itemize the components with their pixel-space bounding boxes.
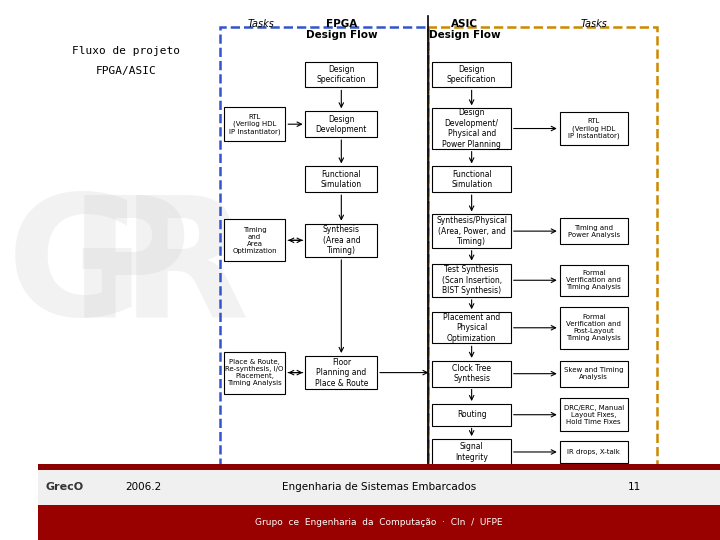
Text: Routing: Routing <box>456 410 487 419</box>
Text: Timing and
Power Analysis: Timing and Power Analysis <box>567 225 620 238</box>
Bar <box>433 264 511 297</box>
Text: Design
Specification: Design Specification <box>447 65 496 84</box>
Bar <box>224 352 285 394</box>
Text: Tasks: Tasks <box>248 19 275 29</box>
Text: GrecO: GrecO <box>46 482 84 492</box>
Text: Skew and Timing
Analysis: Skew and Timing Analysis <box>564 367 624 380</box>
Text: Timing
and
Area
Optimization: Timing and Area Optimization <box>233 227 277 254</box>
Bar <box>224 219 285 261</box>
Bar <box>37 505 720 540</box>
Text: Synthesis/Physical
(Area, Power, and
Timing): Synthesis/Physical (Area, Power, and Tim… <box>436 216 507 246</box>
Text: P: P <box>68 188 191 352</box>
Text: 2006.2: 2006.2 <box>125 482 161 492</box>
Text: Placement and
Physical
Optimization: Placement and Physical Optimization <box>443 313 500 343</box>
Bar <box>305 224 377 257</box>
Bar <box>433 62 511 87</box>
Text: Signal
Integrity: Signal Integrity <box>455 442 488 462</box>
Text: Formal
Verification and
Post-Layout
Timing Analysis: Formal Verification and Post-Layout Timi… <box>567 314 621 341</box>
Text: Test Synthesis
(Scan Insertion,
BIST Synthesis): Test Synthesis (Scan Insertion, BIST Syn… <box>441 265 502 295</box>
Bar <box>433 108 511 148</box>
Bar <box>433 404 511 426</box>
Text: Design
Development/
Physical and
Power Planning: Design Development/ Physical and Power P… <box>442 109 501 148</box>
Bar <box>433 166 511 192</box>
Text: Place & Route,
Re-synthesis, I/O
Placement,
Timing Analysis: Place & Route, Re-synthesis, I/O Placeme… <box>225 359 284 386</box>
Text: ASIC
Design Flow: ASIC Design Flow <box>429 19 500 40</box>
Bar <box>559 307 628 349</box>
Text: Synthesis
(Area and
Timing): Synthesis (Area and Timing) <box>323 225 360 255</box>
Bar <box>433 214 511 248</box>
Text: R: R <box>120 188 248 352</box>
Bar <box>37 464 720 505</box>
Text: Clock Tree
Synthesis: Clock Tree Synthesis <box>452 364 491 383</box>
Bar <box>559 361 628 387</box>
Bar <box>559 218 628 244</box>
Text: RTL
(Verilog HDL
IP Instantiator): RTL (Verilog HDL IP Instantiator) <box>229 114 281 134</box>
Text: Functional
Simulation: Functional Simulation <box>451 170 492 189</box>
Bar <box>559 265 628 296</box>
Text: RTL
(Verilog HDL
IP Instantiator): RTL (Verilog HDL IP Instantiator) <box>568 118 620 139</box>
Text: G: G <box>6 188 143 352</box>
Text: IR drops, X-talk: IR drops, X-talk <box>567 449 620 455</box>
Bar <box>224 107 285 141</box>
Bar <box>37 464 720 470</box>
Bar <box>433 361 511 387</box>
Bar <box>559 441 628 463</box>
Bar <box>305 62 377 87</box>
Text: Fluxo de projeto: Fluxo de projeto <box>73 46 181 56</box>
Bar <box>305 166 377 192</box>
Text: FPGA/ASIC: FPGA/ASIC <box>96 66 157 76</box>
Bar <box>559 398 628 431</box>
Text: Formal
Verification and
Timing Analysis: Formal Verification and Timing Analysis <box>567 270 621 291</box>
Text: Sign off: Sign off <box>457 485 486 494</box>
Text: FPGA
Design Flow: FPGA Design Flow <box>305 19 377 40</box>
Text: Grupo  ce  Engenharia  da  Computação  ·  CIn  /  UFPE: Grupo ce Engenharia da Computação · CIn … <box>255 518 503 527</box>
Bar <box>220 27 428 505</box>
Bar <box>305 356 377 389</box>
Bar <box>433 312 511 343</box>
Bar <box>428 27 657 505</box>
Text: Functional
Simulation: Functional Simulation <box>320 170 362 189</box>
Bar <box>559 112 628 145</box>
Bar <box>433 439 511 465</box>
Text: Tasks: Tasks <box>580 19 607 29</box>
Bar <box>305 111 377 137</box>
Text: DRC/ERC, Manual
Layout Fixes,
Hold Time Fixes: DRC/ERC, Manual Layout Fixes, Hold Time … <box>564 404 624 425</box>
Text: Engenharia de Sistemas Embarcados: Engenharia de Sistemas Embarcados <box>282 482 476 492</box>
Bar <box>433 480 511 500</box>
Text: Design
Development: Design Development <box>315 114 367 134</box>
Text: Floor
Planning and
Place & Route: Floor Planning and Place & Route <box>315 357 368 388</box>
Text: 11: 11 <box>628 482 642 492</box>
Text: Design
Specification: Design Specification <box>317 65 366 84</box>
